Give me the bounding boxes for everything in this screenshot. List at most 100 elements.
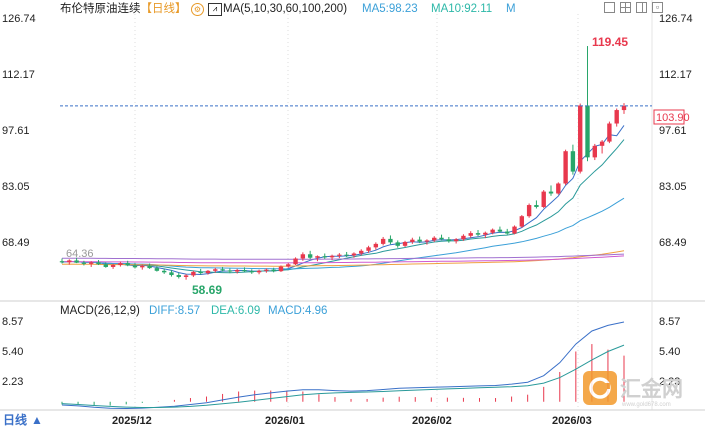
- period-button-label[interactable]: 日线: [3, 412, 27, 427]
- candle-body: [118, 263, 123, 266]
- candle-body: [585, 105, 590, 158]
- date-tick: 2026/02: [412, 415, 452, 427]
- candle-body: [140, 265, 145, 268]
- candle-body: [198, 271, 203, 274]
- candle-body: [264, 269, 269, 271]
- candle-body: [534, 205, 539, 207]
- candle-body: [234, 270, 240, 272]
- watermark-logo: [583, 371, 617, 405]
- maximize-icon[interactable]: [604, 2, 615, 13]
- candle-body: [286, 264, 291, 267]
- macd-tick: 2.23: [659, 376, 680, 388]
- candle-body: [468, 233, 473, 236]
- period-button[interactable]: 日线 ▲: [3, 412, 43, 427]
- candle-body: [614, 110, 619, 124]
- candle-body: [271, 269, 276, 272]
- date-tick: 2026/01: [265, 415, 305, 427]
- candle-body: [351, 253, 357, 256]
- macd-dea-label: DEA:6.09: [211, 305, 261, 317]
- arrow-up-icon[interactable]: ▲: [31, 413, 43, 427]
- candle-body: [621, 105, 627, 111]
- candle-body: [307, 254, 313, 258]
- ma10-label: MA10:92.11: [431, 3, 493, 15]
- macd-diff-line: [61, 321, 625, 410]
- candle-body: [322, 256, 327, 258]
- candle-body: [410, 239, 415, 242]
- candle-body: [519, 216, 525, 227]
- ma-label: MA(5,10,30,60,100,200): [223, 3, 348, 15]
- candlesticks: [59, 46, 627, 280]
- settings-icon[interactable]: ⚙: [191, 3, 204, 16]
- candle-body: [242, 270, 247, 272]
- candle-body: [154, 268, 160, 271]
- indicator-toggle-icon[interactable]: ⩘: [208, 3, 222, 16]
- price-tick: 112.17: [659, 69, 692, 81]
- candle-body: [278, 266, 284, 272]
- price-tick-left: 97.61: [2, 125, 30, 137]
- candle-body: [169, 272, 174, 276]
- watermark-text: 汇金网: [620, 377, 683, 401]
- candle-body: [191, 271, 196, 276]
- candle-body: [293, 258, 298, 265]
- period-tag[interactable]: 【日线】: [140, 3, 187, 15]
- macd-value-label: MACD:4.96: [268, 305, 328, 317]
- macd-tick-left: 2.23: [2, 376, 23, 388]
- candle-body: [67, 260, 72, 263]
- logo-ring-gap: [600, 383, 610, 389]
- macd-indicator: [61, 321, 625, 410]
- price-tick-left: 83.05: [2, 181, 30, 193]
- candle-body: [249, 271, 254, 273]
- candle-body: [439, 237, 444, 240]
- candle-body: [512, 226, 517, 234]
- candle-body: [607, 123, 612, 142]
- candle-body: [388, 238, 393, 243]
- max-price-label: 119.45: [592, 35, 628, 49]
- candle-body: [556, 183, 561, 194]
- ma100-line: [61, 255, 625, 264]
- candle-body: [548, 191, 554, 194]
- candle-body: [96, 262, 101, 265]
- layout-icon[interactable]: [636, 2, 647, 13]
- candle-body: [89, 262, 94, 264]
- candle-body: [132, 265, 138, 268]
- ma60-line: [61, 250, 625, 267]
- price-tick-left: 68.49: [2, 237, 30, 249]
- candle-body: [59, 261, 65, 263]
- price-tick: 126.74: [659, 13, 693, 25]
- candle-body: [366, 247, 371, 251]
- candle-body: [570, 151, 576, 172]
- ma200-line: [61, 253, 625, 260]
- candle-body: [373, 243, 379, 248]
- ma-more-label[interactable]: M: [506, 3, 516, 15]
- date-gridlines: [134, 14, 579, 410]
- candle-body: [541, 191, 546, 207]
- last-price-box: [653, 109, 685, 125]
- candle-body: [315, 256, 320, 258]
- grid-toggle-icon[interactable]: [620, 2, 631, 13]
- candle-body: [505, 231, 510, 234]
- candle-body: [461, 235, 466, 240]
- symbol-name: 布伦特原油连续: [60, 3, 141, 15]
- watermark-url: www.gold678.com: [621, 402, 671, 408]
- candle-body: [205, 270, 211, 274]
- macd-tick-left: 8.57: [2, 316, 23, 328]
- candle-body: [380, 238, 386, 244]
- candle-body: [74, 260, 79, 263]
- candle-body: [475, 233, 481, 235]
- instrument-title: 布伦特原油连续【日线】: [60, 2, 187, 16]
- price-tick-left: 126.74: [2, 13, 36, 25]
- candle-body: [176, 275, 181, 277]
- candle-body: [81, 262, 87, 264]
- candle-body: [446, 239, 452, 242]
- candle-body: [147, 265, 152, 269]
- macd-diff-label: DIFF:8.57: [149, 305, 201, 317]
- candle-body: [183, 275, 189, 277]
- moving-average-lines: [61, 125, 625, 276]
- candle-body: [220, 269, 225, 271]
- close-panel-icon[interactable]: ▫: [652, 2, 663, 13]
- start-price-label: 64.36: [66, 248, 94, 260]
- candle-body: [526, 205, 532, 217]
- candle-body: [497, 229, 503, 232]
- price-tick: 97.61: [659, 125, 687, 137]
- candle-body: [110, 265, 116, 267]
